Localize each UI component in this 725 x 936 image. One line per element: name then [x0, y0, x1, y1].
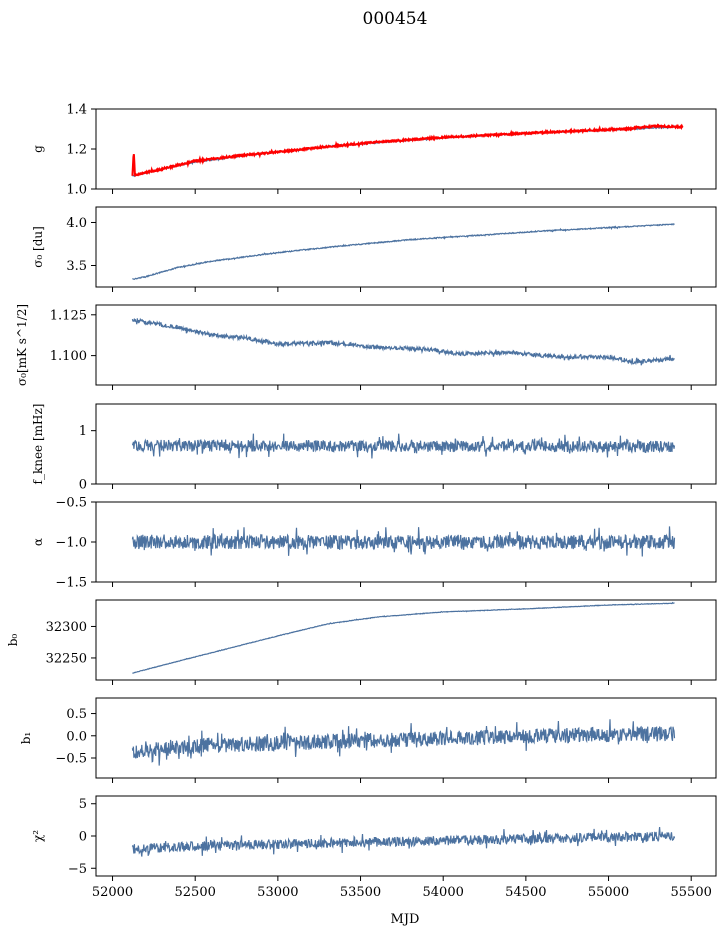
y-tick-label-sigma0-mks: 1.100: [50, 349, 87, 364]
x-tick-label: 53500: [340, 885, 381, 900]
y-tick-label-b1: 0.5: [66, 707, 87, 722]
panel-fknee: 0 1 f_knee [mHz]: [31, 403, 717, 493]
axes-frame-b1: [95, 697, 717, 779]
y-tick-label-b0: 32300: [46, 620, 87, 635]
series-line-b0-0: [132, 601, 675, 674]
series-line-g-0: [132, 124, 676, 178]
y-tick-label-g: 1.2: [66, 143, 87, 158]
series-line-fknee-0: [131, 433, 676, 459]
panel-b0: 32250 32300 b₀: [6, 599, 717, 685]
y-tick-label-chi2: −5: [68, 862, 87, 877]
y-axis-label-chi2: χ²: [31, 830, 45, 842]
x-tick-label: 54000: [423, 885, 464, 900]
y-tick-label-sigma0-mks: 1.125: [50, 308, 87, 323]
series-line-alpha-0: [131, 526, 676, 557]
x-tick-label: 55500: [671, 885, 712, 900]
y-tick-label-b1: −0.5: [55, 752, 87, 767]
panel-sigma0-du: 3.5 4.0 σ₀ [du]: [31, 206, 717, 292]
y-tick-label-sigma0-du: 4.0: [66, 216, 87, 231]
panel-chi2: 52000 52500 53000 53500 54000 54500 55000 55500…: [31, 795, 717, 900]
axes-frame-b0: [95, 599, 717, 681]
y-axis-label-g: g: [31, 145, 45, 153]
y-axis-label-b0: b₀: [6, 634, 20, 647]
y-tick-label-chi2: 0: [79, 830, 87, 845]
y-tick-label-b0: 32250: [46, 651, 87, 666]
y-tick-label-chi2: 5: [79, 797, 87, 812]
x-axis-label: MJD: [391, 912, 420, 927]
panel-alpha: −1.5 −1.0 −0.5 α: [31, 496, 717, 591]
axes-frame-sigma0-mks: [95, 304, 717, 386]
x-tick-label: 53000: [257, 885, 298, 900]
y-tick-label-alpha: −0.5: [55, 496, 87, 511]
axes-frame-g: [95, 108, 717, 190]
series-line-chi2-0: [131, 826, 676, 857]
y-tick-label-b1: 0.0: [66, 729, 87, 744]
y-axis-label-alpha: α: [31, 538, 45, 546]
panel-b1: −0.5 0.0 0.5 b₁: [19, 697, 717, 783]
y-tick-label-alpha: −1.5: [55, 576, 87, 591]
y-axis-label-sigma0-mks: σ₀[mK s^1/2]: [15, 304, 29, 386]
axes-frame-fknee: [95, 403, 717, 485]
x-tick-label: 52000: [92, 885, 133, 900]
series-line-sigma0-du-0: [132, 223, 675, 280]
y-tick-label-sigma0-du: 3.5: [66, 259, 87, 274]
y-tick-label-fknee: 0: [79, 478, 87, 493]
x-tick-label: 55000: [588, 885, 629, 900]
figure-title: 000454: [363, 9, 428, 29]
series-line-sigma0-mks-0: [131, 317, 675, 366]
panel-sigma0-mks: 1.100 1.125 σ₀[mK s^1/2]: [15, 304, 717, 390]
series-line-g-1: [131, 123, 684, 177]
panel-g: 1.0 1.2 1.4 g: [31, 103, 717, 198]
x-tick-label: 54500: [505, 885, 546, 900]
axes-frame-alpha: [95, 501, 717, 583]
y-axis-label-b1: b₁: [19, 732, 33, 745]
series-line-b1-0: [131, 719, 676, 766]
y-tick-label-alpha: −1.0: [55, 536, 87, 551]
y-tick-label-g: 1.0: [66, 183, 87, 198]
x-tick-label: 52500: [175, 885, 216, 900]
y-tick-label-g: 1.4: [66, 103, 87, 118]
axes-frame-sigma0-du: [95, 206, 717, 288]
y-axis-label-sigma0-du: σ₀ [du]: [31, 226, 45, 268]
y-tick-label-fknee: 1: [79, 424, 87, 439]
y-axis-label-fknee: f_knee [mHz]: [31, 404, 45, 485]
panels: 1.0 1.2 1.4 g 3.5 4.0 σ₀ [du] 1.100 1.125 σ₀[mK s…: [6, 103, 717, 900]
